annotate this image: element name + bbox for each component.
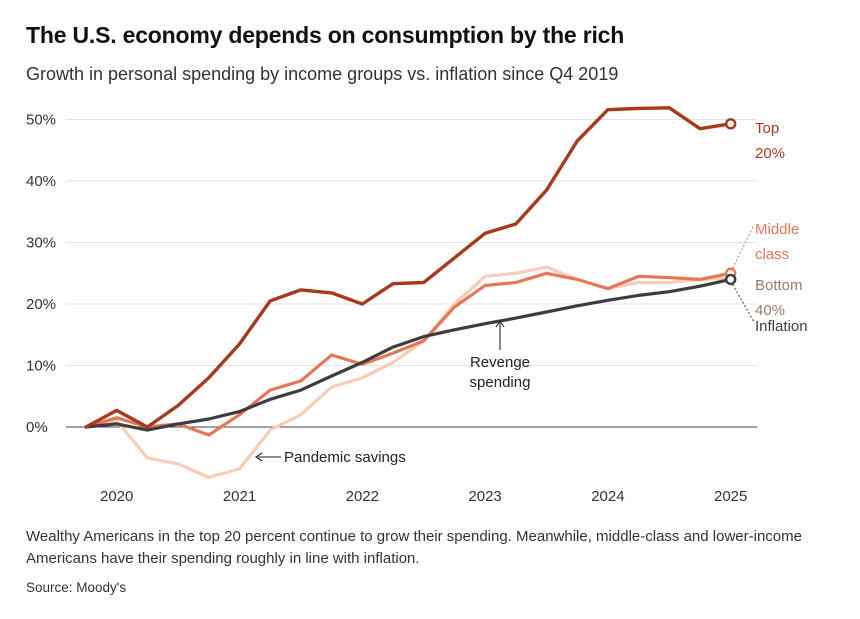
y-tick-label: 50% (26, 112, 56, 129)
revenge-spending-arrowhead (495, 320, 505, 328)
annotation-pandemic-savings: Pandemic savings (284, 449, 406, 466)
y-tick-label: 0% (26, 419, 48, 436)
label-middle-class: class (755, 246, 789, 263)
x-tick-label: 2021 (223, 488, 256, 505)
chart-source: Source: Moody's (26, 580, 127, 595)
label-bottom-40: 40% (755, 302, 785, 319)
pandemic-savings-arrowhead (255, 452, 263, 462)
gridlines (66, 119, 757, 428)
chart-title: The U.S. economy depends on consumption … (26, 22, 625, 48)
line-bottom-40 (84, 265, 733, 479)
x-tick-label: 2025 (714, 488, 747, 505)
chart-subtitle: Growth in personal spending by income gr… (26, 64, 619, 84)
series-labels: Bottom 40% Middle class Inflation Top 20% (732, 120, 808, 335)
connector-inflation (732, 284, 755, 323)
annotations: Pandemic savings Revenge spending (255, 320, 531, 466)
annotation-revenge-spending-line1: Revenge (470, 354, 530, 371)
line-chart: 0%10%20%30%40%50% 2020 2021 2022 2023 2024 20… (26, 106, 808, 505)
x-tick-label: 2020 (100, 488, 133, 505)
y-tick-label: 10% (26, 358, 56, 375)
label-top-20: Top (755, 120, 779, 137)
x-tick-label: 2024 (591, 488, 624, 505)
chart-note: Wealthy Americans in the top 20 percent … (26, 528, 802, 567)
line-middle-class (84, 271, 733, 437)
x-tick-label: 2023 (468, 488, 501, 505)
end-marker-top-20 (725, 118, 737, 130)
label-middle-class: Middle (755, 221, 799, 238)
annotation-revenge-spending-line2: spending (470, 374, 531, 391)
end-marker-inflation (725, 273, 737, 286)
x-tick-label: 2022 (346, 488, 379, 505)
y-tick-label: 30% (26, 235, 56, 252)
label-bottom-40: Bottom (755, 277, 803, 294)
line-top-20 (84, 106, 733, 429)
y-tick-label: 40% (26, 173, 56, 190)
y-axis: 0% 10% 20% 30% 40% 50% (26, 112, 56, 437)
connector-middle-class (732, 224, 755, 269)
label-inflation: Inflation (755, 318, 808, 335)
line-inflation (84, 277, 733, 432)
series-lines (84, 106, 737, 479)
x-axis: 2020 2021 2022 2023 2024 2025 (100, 488, 747, 505)
y-tick-label: 20% (26, 296, 56, 313)
label-top-20: 20% (755, 145, 785, 162)
